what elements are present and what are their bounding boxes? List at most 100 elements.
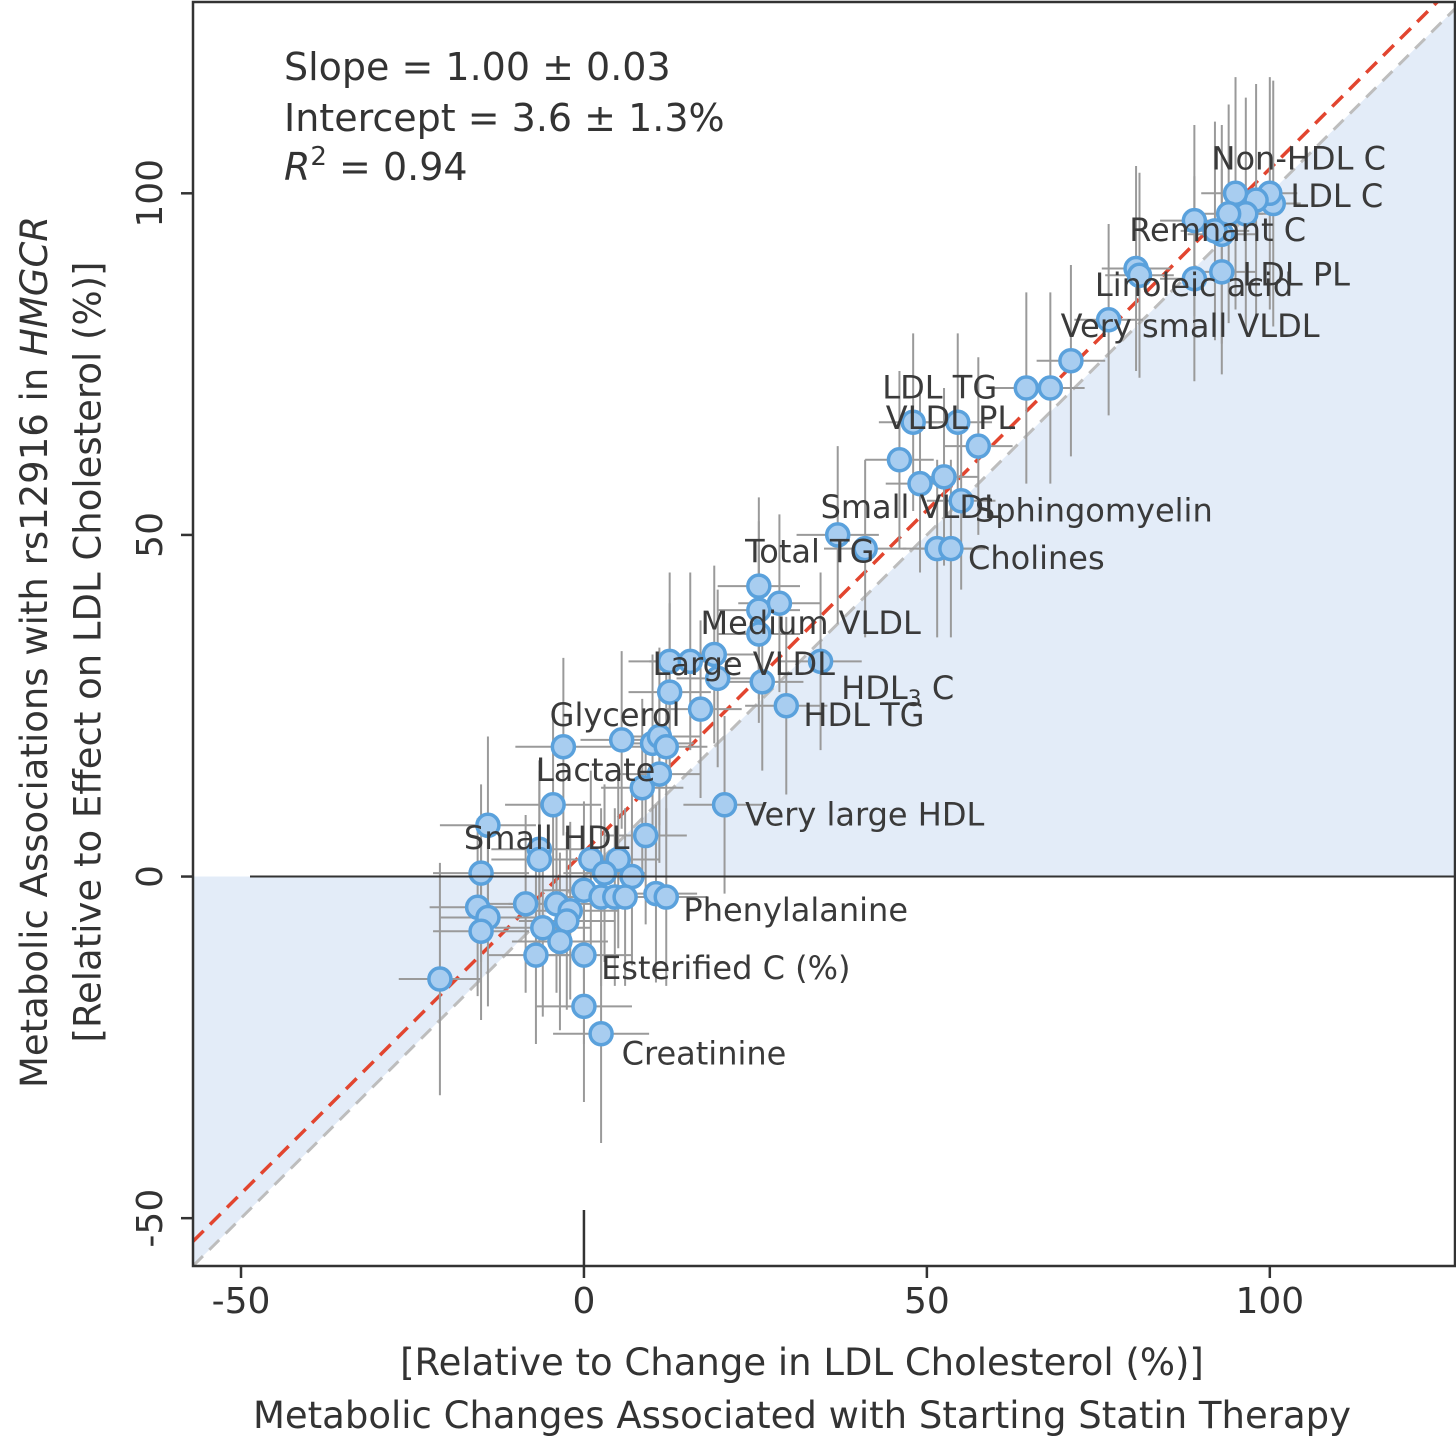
point-label: LDL PL — [1242, 256, 1350, 294]
point-label: Esterified C (%) — [601, 949, 850, 987]
point-label: HDL TG — [803, 696, 924, 734]
x-tick-label: 0 — [572, 1281, 595, 1322]
data-point — [746, 621, 772, 647]
data-point — [766, 590, 793, 617]
point-label: Creatinine — [622, 1034, 787, 1072]
intercept-stat: Intercept = 3.6 ± 1.3% — [284, 96, 725, 140]
y-tick-label: 100 — [130, 159, 171, 228]
data-point — [704, 665, 731, 692]
y-tick-label: 50 — [130, 512, 171, 558]
data-point — [907, 470, 933, 497]
x-axis-title-line-2: Metabolic Changes Associated with Starti… — [253, 1394, 1351, 1437]
data-point — [900, 409, 926, 435]
point-label: Medium VLDL — [701, 604, 921, 642]
data-point — [571, 942, 597, 968]
point-label: Small HDL — [464, 819, 630, 857]
plot-frame — [191, 0, 1456, 1268]
regression-fit-line — [193, 2, 1440, 1243]
data-point — [653, 733, 679, 760]
x-tick-label: -50 — [212, 1281, 271, 1322]
data-point — [554, 908, 580, 934]
data-point — [468, 860, 494, 886]
data-point — [852, 535, 878, 562]
data-point — [530, 915, 556, 941]
point-label: LDL TG — [882, 368, 997, 406]
y-tick-label: 0 — [130, 865, 171, 888]
data-point — [938, 535, 964, 562]
data-point — [1095, 306, 1122, 333]
point-label: Small VLDL — [821, 488, 1002, 526]
data-point — [591, 860, 618, 886]
r2-stat: R2 = 0.94 — [284, 142, 468, 189]
shade-lower-left — [193, 876, 584, 1266]
data-point — [1202, 218, 1228, 244]
data-point — [965, 433, 992, 459]
data-point — [773, 692, 800, 719]
data-point — [523, 942, 549, 968]
point-label: Lactate — [536, 751, 655, 789]
data-point — [550, 733, 577, 760]
data-point — [475, 812, 501, 839]
data-point — [629, 774, 655, 801]
data-point — [948, 488, 974, 514]
data-point — [711, 792, 738, 818]
y-axis-title-line-2: [Relative to Effect on LDL Cholesterol (… — [67, 262, 110, 1043]
point-label: Remnant C — [1129, 211, 1306, 249]
point-label: Linoleic acid — [1095, 266, 1293, 304]
point-label: Glycerol — [550, 696, 681, 734]
data-point — [677, 648, 704, 675]
x-axis-title-line-1: [Relative to Change in LDL Cholesterol (… — [400, 1341, 1204, 1384]
axes: -50 0 50 100 -50 0 50 100 — [130, 0, 1456, 1322]
data-point — [632, 822, 659, 849]
data-point — [687, 696, 714, 722]
data-point — [824, 522, 851, 548]
slope-stat: Slope = 1.00 ± 0.03 — [284, 45, 671, 89]
point-label: Cholines — [968, 539, 1105, 577]
data-point — [608, 727, 635, 753]
x-tick-label: 50 — [904, 1281, 950, 1322]
x-axis-title: [Relative to Change in LDL Cholesterol (… — [253, 1341, 1351, 1437]
data-point — [540, 792, 566, 818]
point-label: Non-HDL C — [1212, 139, 1386, 177]
data-point — [468, 918, 494, 944]
y-tick-label: -50 — [130, 1189, 171, 1248]
data-point — [1037, 375, 1064, 401]
data-point — [1181, 207, 1208, 234]
point-label: VLDL PL — [886, 399, 1016, 437]
data-points — [427, 180, 1286, 1047]
data-point — [547, 928, 573, 955]
point-label: Very small VLDL — [1061, 307, 1320, 345]
data-point — [646, 761, 673, 787]
data-point — [1013, 375, 1040, 401]
data-point — [1058, 347, 1084, 374]
data-point — [1222, 180, 1249, 207]
point-label: LDL C — [1290, 177, 1383, 215]
point-label: Very large HDL — [745, 795, 984, 833]
data-point — [1209, 259, 1235, 285]
data-point — [656, 679, 683, 705]
data-point — [807, 648, 834, 675]
y-axis-title-line-1: Metabolic Associations with rs12916 in H… — [13, 216, 56, 1088]
x-tick-label: 100 — [1235, 1281, 1304, 1322]
data-point — [612, 884, 638, 910]
data-point — [1126, 262, 1153, 289]
data-point — [427, 966, 453, 992]
point-label: Sphingomyelin — [975, 491, 1213, 529]
data-point — [1181, 265, 1208, 292]
data-point — [571, 993, 597, 1020]
point-label: Large VLDL — [653, 645, 836, 683]
data-point — [512, 891, 539, 917]
data-point — [746, 573, 772, 599]
data-point — [886, 447, 913, 473]
data-point — [701, 641, 728, 668]
y-axis-title: Metabolic Associations with rs12916 in H… — [13, 216, 110, 1088]
data-point — [931, 464, 957, 490]
point-label: Total TG — [744, 532, 874, 570]
stats-annotation: Slope = 1.00 ± 0.03 Intercept = 3.6 ± 1.… — [284, 45, 725, 189]
data-point — [653, 884, 679, 910]
point-label: Phenylalanine — [683, 891, 908, 929]
data-point — [526, 846, 553, 873]
data-point — [749, 669, 776, 695]
